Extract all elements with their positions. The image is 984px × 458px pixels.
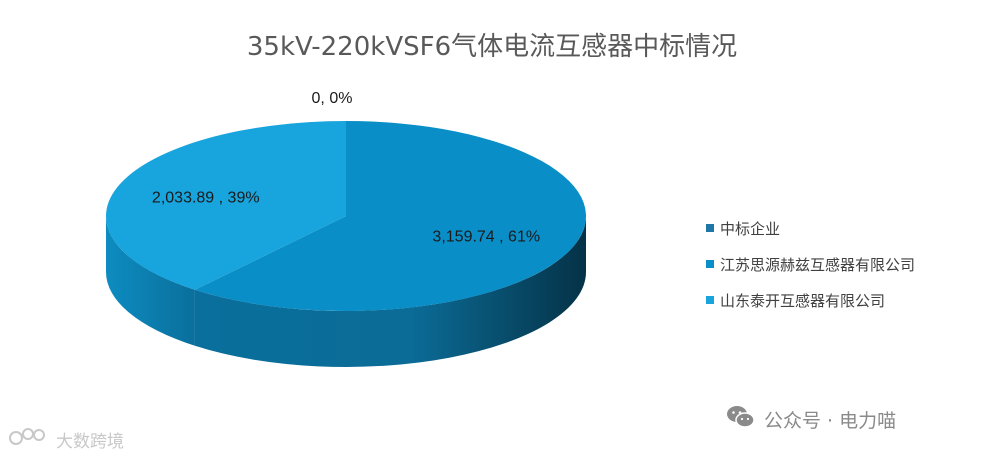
legend: 中标企业 江苏思源赫兹互感器有限公司 山东泰开互感器有限公司 [706, 216, 915, 324]
pie-slice-side [194, 216, 586, 367]
legend-swatch [706, 224, 714, 232]
watermark-right-text: 公众号 · 电力喵 [764, 410, 897, 432]
legend-item: 山东泰开互感器有限公司 [706, 288, 915, 312]
legend-item: 中标企业 [706, 216, 915, 240]
wechat-icon [726, 404, 756, 435]
chart-title: 35kV-220kVSF6气体电流互感器中标情况 [246, 32, 738, 62]
legend-label: 山东泰开互感器有限公司 [720, 291, 886, 310]
legend-item: 江苏思源赫兹互感器有限公司 [706, 252, 915, 276]
pie-slice [194, 121, 587, 311]
pie-slice [106, 121, 346, 290]
logo-icon [8, 426, 48, 453]
legend-label: 江苏思源赫兹互感器有限公司 [720, 255, 916, 274]
legend-label: 中标企业 [720, 219, 781, 238]
watermark-right: 公众号 · 电力喵 [726, 404, 896, 435]
legend-swatch [706, 296, 714, 304]
legend-swatch [706, 260, 714, 268]
pie-slice-side [106, 216, 195, 346]
data-label: 2,033.89 , 39% [152, 189, 260, 206]
data-label: 3,159.74 , 61% [432, 229, 540, 246]
data-label: 0, 0% [312, 90, 353, 107]
watermark-left: 大数跨境 [8, 426, 124, 453]
watermark-left-text: 大数跨境 [56, 432, 124, 452]
